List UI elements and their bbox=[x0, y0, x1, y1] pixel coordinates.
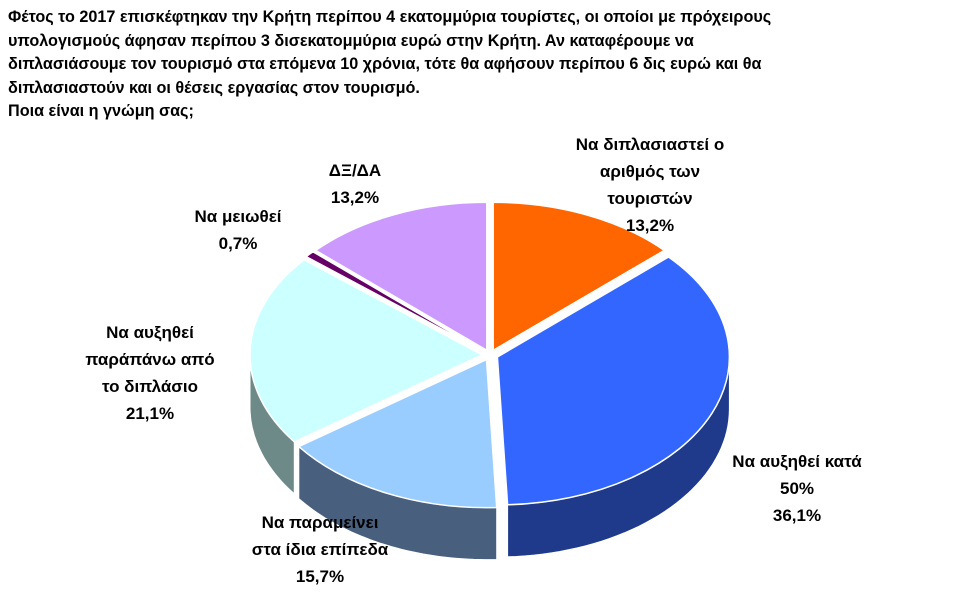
question-line: διπλασιαστούν και οι θέσεις εργασίας στο… bbox=[8, 78, 420, 97]
slice-label: Να αυξηθεί παράπάνω από το διπλάσιο 21,1% bbox=[85, 323, 214, 423]
question-line: διπλασιάσουμε τον τουρισμό στα επόμενα 1… bbox=[8, 55, 762, 73]
slice-label-line: παράπάνω από bbox=[85, 350, 214, 369]
slice-value-label: 13,2% bbox=[331, 188, 379, 207]
slice-label: Να παραμείνει στα ίδια επίπεδα 15,7% bbox=[252, 513, 389, 586]
slice-label-line: το διπλάσιο bbox=[102, 377, 198, 396]
pie-slice bbox=[249, 258, 484, 443]
slice-label-line: τουριστών bbox=[607, 189, 692, 208]
slice-label: ΔΞ/ΔΑ 13,2% bbox=[329, 161, 381, 207]
pie-slice bbox=[496, 256, 731, 506]
pie-slice bbox=[492, 201, 666, 352]
pie-slice bbox=[297, 358, 498, 509]
slice-label-line: Να μειωθεί bbox=[195, 207, 282, 226]
slice-label-line: Να παραμείνει bbox=[262, 513, 379, 532]
question-line: υπολογισμούς άφησαν περίπου 3 δισεκατομμ… bbox=[8, 31, 694, 50]
slice-value-label: 21,1% bbox=[126, 404, 174, 423]
pie-sides bbox=[249, 354, 730, 561]
slice-label: Να διπλασιαστεί ο αριθμός των τουριστών 13,… bbox=[576, 135, 724, 235]
pie-slice bbox=[314, 201, 488, 352]
slice-value-label: 0,7% bbox=[219, 234, 258, 253]
slice-labels: Να διπλασιαστεί ο αριθμός των τουριστών 13,… bbox=[85, 135, 862, 586]
pie-slice bbox=[304, 250, 485, 353]
pie-slices bbox=[249, 201, 731, 509]
slice-label-line: Να αυξηθεί κατά bbox=[732, 452, 862, 471]
question-text: Φέτος το 2017 επισκέφτηκαν την Κρήτη περ… bbox=[8, 6, 973, 124]
slice-label: Να μειωθεί 0,7% bbox=[195, 207, 282, 253]
slice-value-label: 13,2% bbox=[626, 216, 674, 235]
slice-value-label: 15,7% bbox=[296, 567, 344, 586]
slice-value-label: 36,1% bbox=[773, 506, 821, 525]
question-line: Φέτος το 2017 επισκέφτηκαν την Κρήτη περ… bbox=[8, 8, 772, 26]
slice-label-line: Να αυξηθεί bbox=[106, 323, 194, 342]
slice-label-line: 50% bbox=[780, 479, 814, 498]
slice-label-line: αριθμός των bbox=[600, 162, 700, 181]
slice-label-line: Να διπλασιαστεί ο bbox=[576, 135, 724, 154]
slice-label-line: ΔΞ/ΔΑ bbox=[329, 161, 381, 180]
slice-label: Να αυξηθεί κατά 50% 36,1% bbox=[732, 452, 862, 525]
slice-label-line: στα ίδια επίπεδα bbox=[252, 540, 389, 559]
question-prompt: Ποια είναι η γνώμη σας; bbox=[8, 102, 194, 120]
